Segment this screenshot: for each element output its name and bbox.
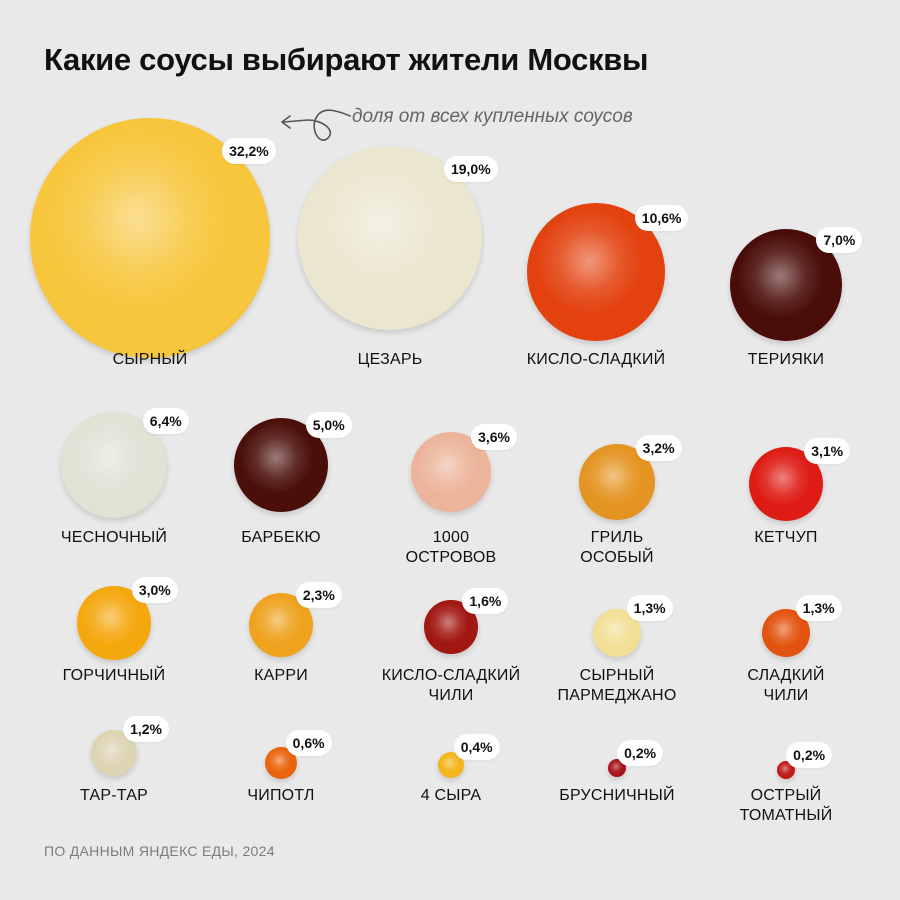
sauce-name: КАРРИ <box>254 667 308 684</box>
sauce-name: ГОРЧИЧНЫЙ <box>62 667 166 684</box>
value-label: 1,6% <box>462 587 509 614</box>
sauce-name: ЧЕСНОЧНЫЙ <box>60 529 168 546</box>
share-note: доля от всех купленных соусов <box>352 106 633 127</box>
sauce-name: ОСТРЫЙ ТОМАТНЫЙ <box>739 787 833 824</box>
sauce-name: СЫРНЫЙ <box>112 351 188 368</box>
value-label: 5,0% <box>305 412 352 439</box>
sauce-name: ЧИПОТЛ <box>247 787 315 804</box>
value-label: 2,3% <box>295 582 342 609</box>
bubble-4-сыра <box>437 751 465 779</box>
value-label: 1,2% <box>123 715 169 742</box>
value-label: 1,3% <box>795 595 842 622</box>
sauce-name: БРУСНИЧНЫЙ <box>559 787 675 804</box>
value-label: 3,1% <box>804 437 851 464</box>
value-label: 7,0% <box>816 226 863 253</box>
sauce-name: КИСЛО-СЛАДКИЙ ЧИЛИ <box>381 667 521 704</box>
value-label: 32,2% <box>222 137 276 164</box>
bubble-кисло-сладкий <box>527 203 665 341</box>
sauce-name: СЛАДКИЙ ЧИЛИ <box>747 667 825 704</box>
value-label: 3,0% <box>131 577 178 604</box>
value-label: 10,6% <box>634 205 689 232</box>
sauce-name: 1000 ОСТРОВОВ <box>405 529 497 566</box>
source-footer: ПО ДАННЫМ ЯНДЕКС ЕДЫ, 2024 <box>44 843 275 859</box>
value-label: 3,2% <box>635 435 682 462</box>
value-label: 0,4% <box>453 734 500 761</box>
value-label: 3,6% <box>471 423 518 450</box>
sauce-name: ТАР-ТАР <box>80 787 148 804</box>
sauce-name: ЦЕЗАРЬ <box>357 351 423 368</box>
sauce-name: КИСЛО-СЛАДКИЙ <box>526 351 666 368</box>
sauce-name: СЫРНЫЙ ПАРМЕДЖАНО <box>557 667 677 704</box>
value-label: 6,4% <box>142 408 189 435</box>
value-label: 0,6% <box>285 730 332 757</box>
bubble-барбекю <box>233 417 329 513</box>
sauce-name: ТЕРИЯКИ <box>747 351 825 368</box>
sauce-name: БАРБЕКЮ <box>241 529 321 546</box>
value-label: 0,2% <box>786 741 833 768</box>
chart-title: Какие соусы выбирают жители Москвы <box>44 42 649 77</box>
sauce-name: КЕТЧУП <box>754 529 818 546</box>
annotation-arrow-icon <box>281 109 351 141</box>
sauce-name: 4 СЫРА <box>420 787 482 804</box>
sauce-name: ГРИЛЬ ОСОБЫЙ <box>580 529 654 566</box>
bubble-сладкий-чили <box>761 608 811 658</box>
value-label: 19,0% <box>443 156 498 183</box>
value-label: 1,3% <box>626 595 673 622</box>
value-label: 0,2% <box>617 739 664 766</box>
